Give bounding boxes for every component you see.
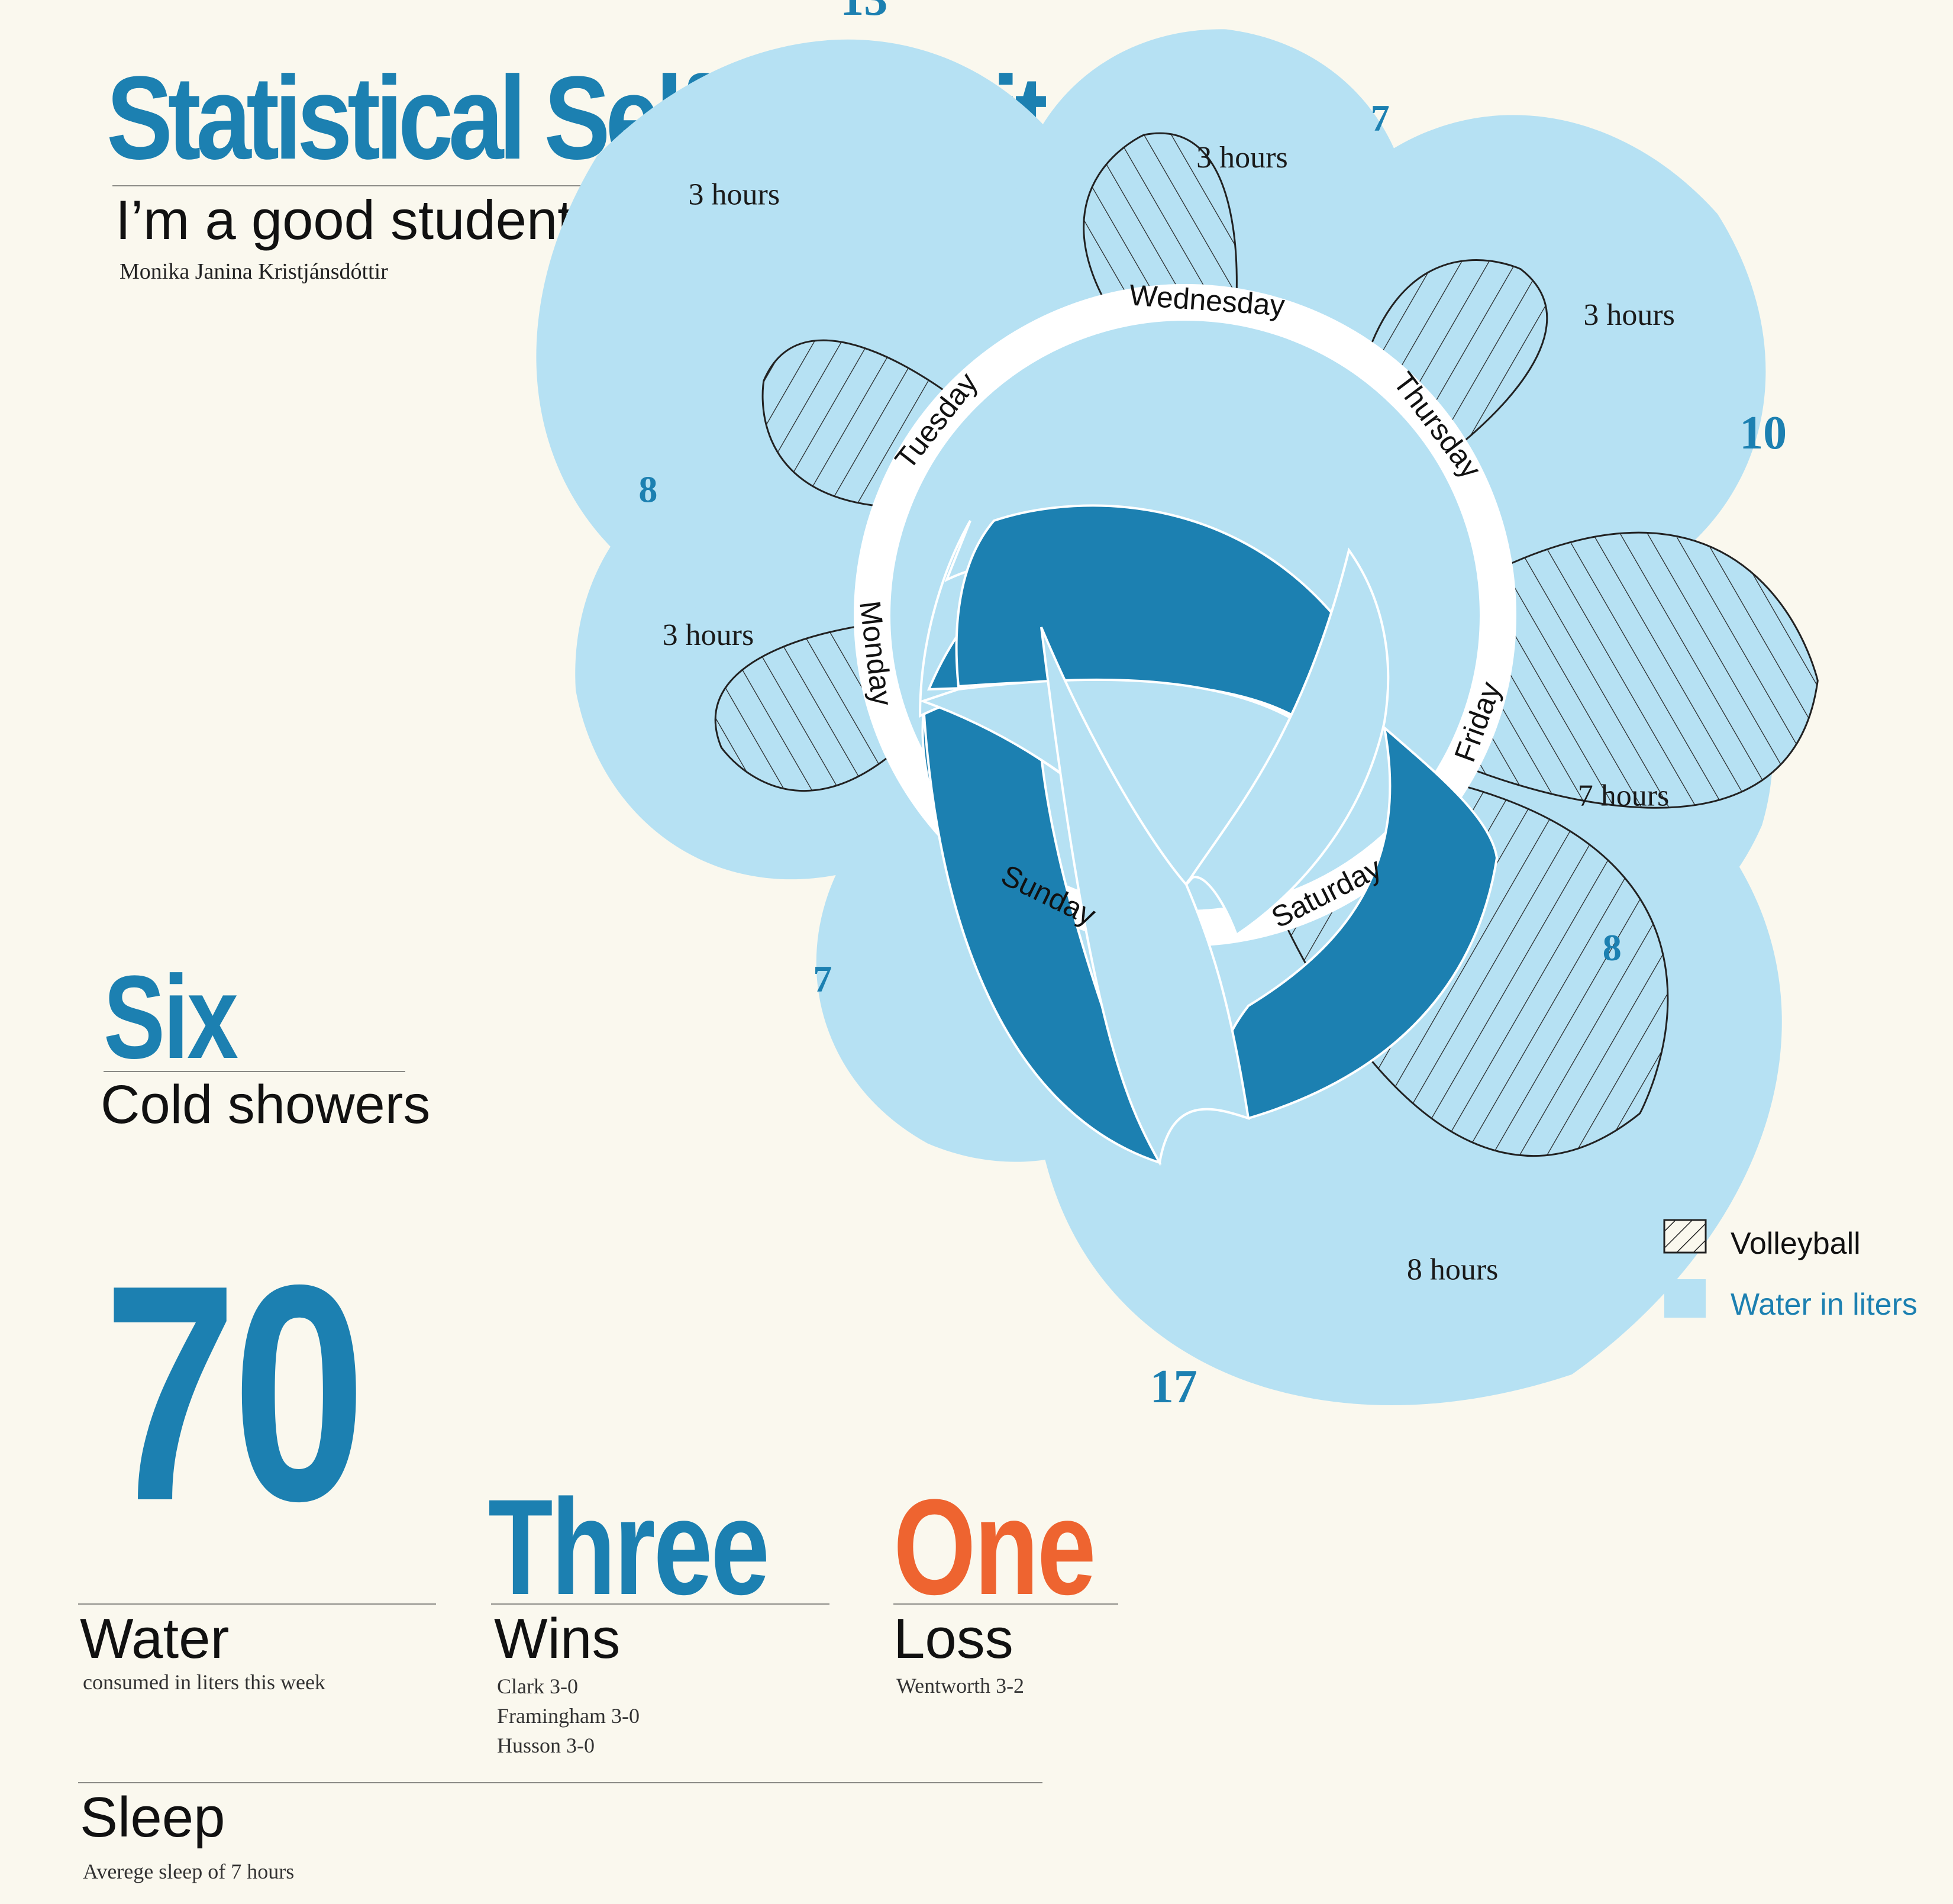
water-value-wednesday: 7 [1371,97,1390,139]
legend-volleyball-swatch [1663,1219,1707,1254]
wins-games-list: Clark 3-0 Framingham 3-0 Husson 3-0 [497,1671,640,1760]
legend-volleyball-label: Volleyball [1731,1227,1861,1261]
showers-value: Six [104,951,238,1083]
loss-divider [893,1603,1118,1605]
list-item: Clark 3-0 [497,1674,578,1698]
volleyball-hours-monday [714,623,902,792]
water-label: Water [80,1607,230,1670]
loss-game: Wentworth 3-2 [896,1674,1025,1698]
hours-label-tuesday: 3 hours [689,178,780,211]
sleep-divider [78,1782,1042,1783]
list-item: Husson 3-0 [497,1734,595,1757]
water-value-thursday: 10 [1739,407,1787,459]
loss-label: Loss [893,1607,1013,1670]
legend-water-swatch [1664,1279,1706,1318]
hours-label-friday: 7 hours [1578,779,1670,812]
sleep-note: Averege sleep of 7 hours [83,1860,295,1883]
loss-value: One [893,1471,1096,1623]
showers-label: Cold showers [101,1074,431,1135]
sleep-label: Sleep [80,1786,225,1849]
wins-label: Wins [494,1607,621,1670]
wins-value: Three [488,1471,770,1623]
water-value-monday: 8 [638,468,657,510]
hours-label-wednesday: 3 hours [1196,141,1288,175]
showers-divider [104,1071,405,1072]
volleyball-hours-wednesday [1083,132,1238,312]
legend-water-label: Water in liters [1731,1287,1918,1322]
water-note: consumed in liters this week [83,1670,325,1694]
water-value-sunday: 7 [813,958,832,1000]
hours-label-monday: 3 hours [663,618,754,652]
list-item: Framingham 3-0 [497,1704,640,1728]
wins-divider [491,1603,829,1605]
author-name: Monika Janina Kristjánsdóttir [120,259,388,284]
water-value-saturday: 17 [1150,1361,1197,1413]
hours-label-saturday: 8 hours [1407,1253,1499,1286]
volleyball-ball [888,318,1499,1166]
water-divider [78,1603,436,1605]
water-value-tuesday: 13 [840,0,887,25]
water-total-value: 70 [104,1221,366,1565]
volleyball-hours-friday [1460,531,1819,809]
water-value-friday: 8 [1603,927,1622,969]
hours-label-thursday: 3 hours [1583,298,1675,332]
